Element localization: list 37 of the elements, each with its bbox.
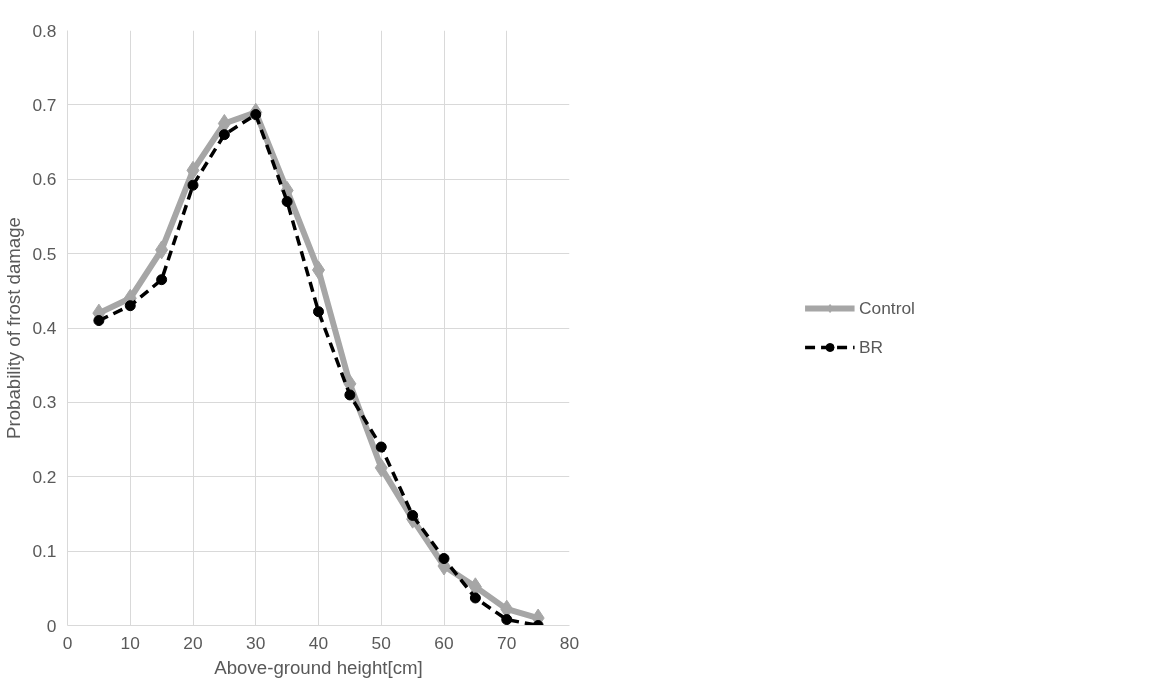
point	[156, 274, 168, 286]
point	[187, 179, 199, 191]
y-tick-label: 0.2	[32, 466, 57, 487]
y-tick-label: 0.7	[32, 94, 57, 115]
y-tick-label: 0.3	[32, 392, 57, 413]
x-tick-label: 70	[497, 632, 517, 653]
point	[313, 306, 324, 318]
x-tick-label: 40	[308, 632, 329, 653]
y-tick-label: 0.1	[32, 541, 57, 562]
point	[469, 592, 481, 604]
point	[218, 129, 230, 141]
x-tick-label: 80	[559, 632, 580, 653]
x-tick-label: 20	[183, 632, 203, 653]
point	[124, 300, 136, 312]
x-tick-label: 0	[62, 632, 73, 653]
point	[93, 315, 105, 327]
x-tick-label: 50	[371, 632, 391, 653]
x-tick-label: 10	[120, 632, 140, 653]
y-tick-label: 0.8	[32, 20, 57, 41]
point	[281, 196, 293, 208]
point	[375, 441, 387, 453]
legend-label: BR	[859, 336, 884, 358]
point	[344, 389, 356, 401]
y-tick-label: 0.5	[32, 243, 57, 264]
y-axis-title: Probability of frost damage	[3, 217, 25, 439]
y-tick-label: 0	[46, 615, 57, 636]
y-tick-label: 0.6	[32, 169, 57, 190]
legend-label: Control	[859, 297, 915, 319]
point	[186, 160, 200, 180]
point	[155, 240, 169, 260]
x-axis-title: Above-ground height[cm]	[214, 656, 423, 678]
x-tick-label: 60	[434, 632, 454, 653]
point	[438, 553, 450, 565]
point	[501, 614, 513, 626]
x-tick-label: 30	[246, 632, 266, 653]
y-tick-label: 0.4	[32, 318, 57, 338]
point	[374, 458, 388, 478]
